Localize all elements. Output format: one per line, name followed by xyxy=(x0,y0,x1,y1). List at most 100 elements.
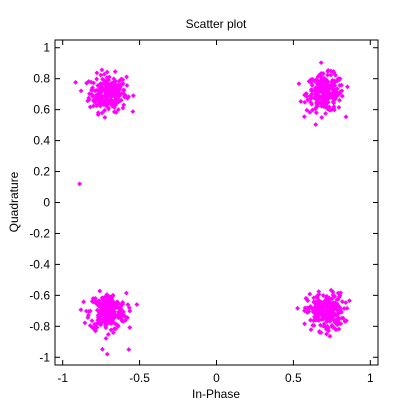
x-tick-label: 0 xyxy=(213,371,220,385)
data-point xyxy=(304,107,310,113)
data-point xyxy=(101,71,107,77)
data-point xyxy=(104,351,110,357)
data-point xyxy=(318,60,324,66)
data-point xyxy=(110,330,116,336)
data-points xyxy=(73,60,352,357)
data-point xyxy=(329,90,335,96)
data-point xyxy=(326,106,332,112)
data-point xyxy=(110,80,116,86)
data-point xyxy=(313,110,319,116)
data-point xyxy=(109,89,115,95)
data-point xyxy=(124,82,130,88)
data-point xyxy=(304,305,310,311)
data-point xyxy=(134,302,140,308)
data-point xyxy=(317,322,323,328)
data-point xyxy=(342,319,348,325)
data-point xyxy=(105,99,111,105)
data-point xyxy=(326,304,332,310)
data-point xyxy=(111,326,117,332)
data-point xyxy=(103,320,109,326)
y-tick-label: 0.6 xyxy=(33,103,50,117)
data-point xyxy=(344,84,350,90)
data-point xyxy=(97,288,103,294)
y-tick-label: 0 xyxy=(43,196,50,210)
data-point xyxy=(343,114,349,120)
data-point xyxy=(82,320,88,326)
data-point xyxy=(94,102,100,108)
data-point xyxy=(88,79,94,85)
data-point xyxy=(99,67,105,73)
data-point xyxy=(86,97,92,103)
data-point xyxy=(331,83,337,89)
data-point xyxy=(319,83,325,89)
data-point xyxy=(336,326,342,332)
data-point xyxy=(319,303,325,309)
data-point xyxy=(338,321,344,327)
data-point xyxy=(122,317,128,323)
data-point xyxy=(308,317,314,323)
data-point xyxy=(91,327,97,332)
data-point xyxy=(336,104,342,110)
data-point xyxy=(127,308,133,314)
data-point xyxy=(331,306,337,312)
data-point xyxy=(335,78,341,84)
data-point xyxy=(328,300,334,306)
data-point xyxy=(333,72,339,78)
y-tick-label: 1 xyxy=(43,41,50,55)
data-point xyxy=(97,89,103,95)
data-point xyxy=(103,88,109,94)
data-point xyxy=(339,88,345,94)
data-point xyxy=(87,323,93,329)
data-point xyxy=(298,98,304,104)
data-point xyxy=(314,294,320,300)
data-point xyxy=(94,70,100,76)
x-axis-label: In-Phase xyxy=(192,387,240,401)
data-point xyxy=(110,292,116,298)
data-point xyxy=(302,99,308,105)
data-point xyxy=(125,302,131,308)
y-tick-label: -1 xyxy=(39,350,50,364)
data-point xyxy=(120,87,126,93)
data-point xyxy=(321,300,327,306)
data-point xyxy=(332,293,337,299)
y-axis-label: Quadrature xyxy=(7,171,21,232)
data-point xyxy=(307,109,313,115)
data-point xyxy=(334,86,340,92)
data-point xyxy=(312,94,318,100)
data-point xyxy=(105,318,111,324)
data-point xyxy=(115,314,121,320)
data-point xyxy=(103,335,109,341)
data-point xyxy=(307,291,313,297)
data-point xyxy=(111,104,117,110)
data-point xyxy=(339,299,345,305)
data-point xyxy=(104,69,110,75)
data-point xyxy=(295,305,301,311)
data-point xyxy=(316,79,322,85)
data-point xyxy=(115,84,121,90)
data-point xyxy=(110,308,116,314)
data-point xyxy=(310,322,316,328)
data-point xyxy=(121,94,127,100)
data-point xyxy=(113,109,119,115)
data-point xyxy=(130,109,136,115)
data-point xyxy=(310,87,316,93)
data-point xyxy=(305,298,311,304)
data-point xyxy=(102,303,108,309)
data-point xyxy=(126,94,131,100)
data-point xyxy=(81,299,87,305)
data-point xyxy=(338,290,344,296)
data-point xyxy=(108,327,114,333)
data-point xyxy=(314,317,320,323)
data-point xyxy=(102,107,108,113)
x-tick-label: -1 xyxy=(57,371,68,385)
data-point xyxy=(328,72,334,78)
data-point xyxy=(100,76,106,82)
data-point xyxy=(105,331,111,337)
data-point xyxy=(340,315,346,321)
data-point xyxy=(78,307,84,313)
data-point xyxy=(127,325,133,331)
chart-title: Scatter plot xyxy=(186,17,247,31)
data-point xyxy=(100,297,106,303)
axes: -1 -0.5 0 0.5 1 1 0.8 0.6 0.4 0.2 0 -0.2 -0.4 -0.6 -0.… xyxy=(29,39,379,385)
